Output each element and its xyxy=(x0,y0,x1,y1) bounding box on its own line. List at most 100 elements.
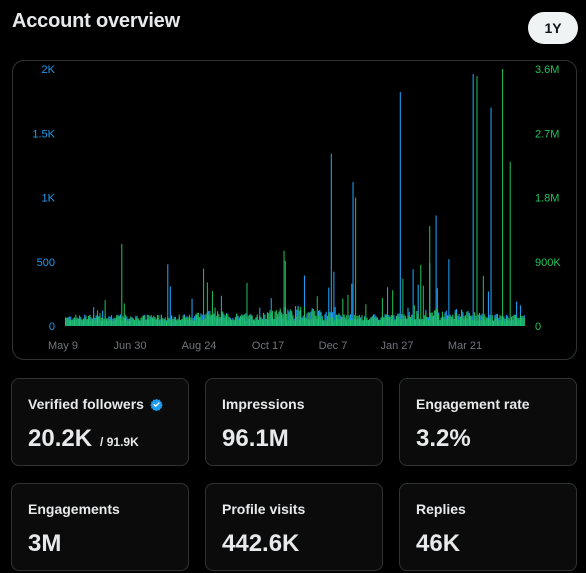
bar-right-series xyxy=(498,320,500,326)
bar-right-series xyxy=(502,69,504,326)
bar-right-series xyxy=(289,309,291,326)
bar-right-series xyxy=(273,319,275,326)
bar-right-series xyxy=(480,320,482,326)
bar-right-series xyxy=(426,316,428,326)
bar-right-series xyxy=(370,317,372,326)
bar-right-series xyxy=(481,315,483,326)
bar-right-series xyxy=(499,314,501,326)
bar-right-series xyxy=(130,316,132,326)
bar-right-series xyxy=(220,311,222,326)
bar-right-series xyxy=(243,314,245,326)
bar-right-series xyxy=(393,320,395,326)
bar-right-series xyxy=(307,312,309,326)
bar-right-series xyxy=(70,319,72,326)
page-title: Account overview xyxy=(12,10,180,32)
bar-right-series xyxy=(76,318,78,326)
bar-right-series xyxy=(269,310,271,326)
bar-right-series xyxy=(68,320,70,326)
stat-label: Impressions xyxy=(222,396,305,412)
stat-card-replies[interactable]: Replies 46K xyxy=(399,483,577,571)
bar-right-series xyxy=(338,313,340,326)
bar-right-series xyxy=(504,320,506,326)
bar-right-series xyxy=(351,317,353,326)
bar-right-series xyxy=(514,314,516,326)
bar-right-series xyxy=(287,319,289,326)
bar-right-series xyxy=(364,317,366,326)
bar-right-series xyxy=(199,317,201,326)
bar-right-series xyxy=(448,316,450,326)
bar-right-series xyxy=(127,320,129,326)
x-tick-label: Jun 30 xyxy=(113,340,146,352)
bar-right-series xyxy=(125,314,127,326)
bar-right-series xyxy=(278,311,280,326)
bar-right-series xyxy=(81,319,83,326)
bar-right-series xyxy=(226,314,228,326)
bar-right-series xyxy=(157,318,159,326)
bar-right-series xyxy=(116,315,118,326)
bar-right-series xyxy=(155,318,157,326)
bar-right-series xyxy=(168,318,170,326)
bar-left-series xyxy=(333,271,335,326)
bar-left-series xyxy=(472,74,474,326)
bar-left-series xyxy=(412,269,414,326)
bar-right-series xyxy=(487,319,490,326)
bar-right-series xyxy=(398,315,400,326)
bar-right-series xyxy=(412,320,414,326)
bar-right-series xyxy=(99,313,101,326)
bar-right-series xyxy=(439,320,441,326)
bar-right-series xyxy=(422,285,424,326)
bar-right-series xyxy=(183,316,185,326)
bar-left-series xyxy=(417,284,419,326)
bar-right-series xyxy=(458,319,460,326)
bar-right-series xyxy=(209,310,211,326)
bar-right-series xyxy=(139,320,141,326)
bar-right-series xyxy=(300,307,302,326)
bar-right-series xyxy=(165,321,168,326)
stat-card-profile-visits[interactable]: Profile visits 442.6K xyxy=(205,483,383,571)
stat-card-engagements[interactable]: Engagements 3M xyxy=(11,483,189,571)
stat-card-impressions[interactable]: Impressions 96.1M xyxy=(205,378,383,466)
bar-left-series xyxy=(349,314,352,326)
bar-right-series xyxy=(284,260,286,326)
bar-right-series xyxy=(228,317,230,326)
bar-right-series xyxy=(353,315,355,326)
stat-value: 442.6K xyxy=(222,530,300,557)
bar-left-series xyxy=(245,313,247,326)
bar-right-series xyxy=(343,314,345,326)
bar-right-series xyxy=(72,318,74,326)
time-range-button[interactable]: 1Y xyxy=(528,12,578,44)
bar-right-series xyxy=(211,291,214,326)
bar-right-series xyxy=(227,313,229,326)
bar-right-series xyxy=(122,316,124,326)
bar-right-series xyxy=(201,320,203,326)
bar-left-series xyxy=(387,287,389,326)
bar-right-series xyxy=(513,314,515,326)
y-right-tick-label: 3.6M xyxy=(535,64,559,76)
bar-left-series xyxy=(303,275,306,326)
bar-right-series xyxy=(185,319,187,326)
x-tick-label: Aug 24 xyxy=(182,340,217,352)
bar-right-series xyxy=(215,315,217,326)
bar-right-series xyxy=(298,320,300,326)
bar-right-series xyxy=(378,320,380,326)
bar-right-series xyxy=(337,318,339,326)
stat-card-engagement-rate[interactable]: Engagement rate 3.2% xyxy=(399,378,577,466)
bar-right-series xyxy=(224,318,226,326)
bar-right-series xyxy=(310,319,312,326)
bar-right-series xyxy=(319,311,321,326)
bar-right-series xyxy=(484,314,486,326)
bar-right-series xyxy=(325,320,327,326)
stat-label: Profile visits xyxy=(222,501,306,517)
bar-right-series xyxy=(326,320,329,326)
bar-right-series xyxy=(153,315,155,326)
bar-right-series xyxy=(418,320,421,326)
bar-right-series xyxy=(113,317,115,326)
bar-right-series xyxy=(450,316,452,326)
bar-right-series xyxy=(453,319,455,326)
bar-right-series xyxy=(512,315,514,326)
stat-card-verified-followers[interactable]: Verified followers 20.2K / 91.9K xyxy=(11,378,189,466)
bar-right-series xyxy=(181,318,183,326)
bar-right-series xyxy=(413,305,415,326)
bar-right-series xyxy=(292,315,294,326)
bar-right-series xyxy=(240,315,242,326)
